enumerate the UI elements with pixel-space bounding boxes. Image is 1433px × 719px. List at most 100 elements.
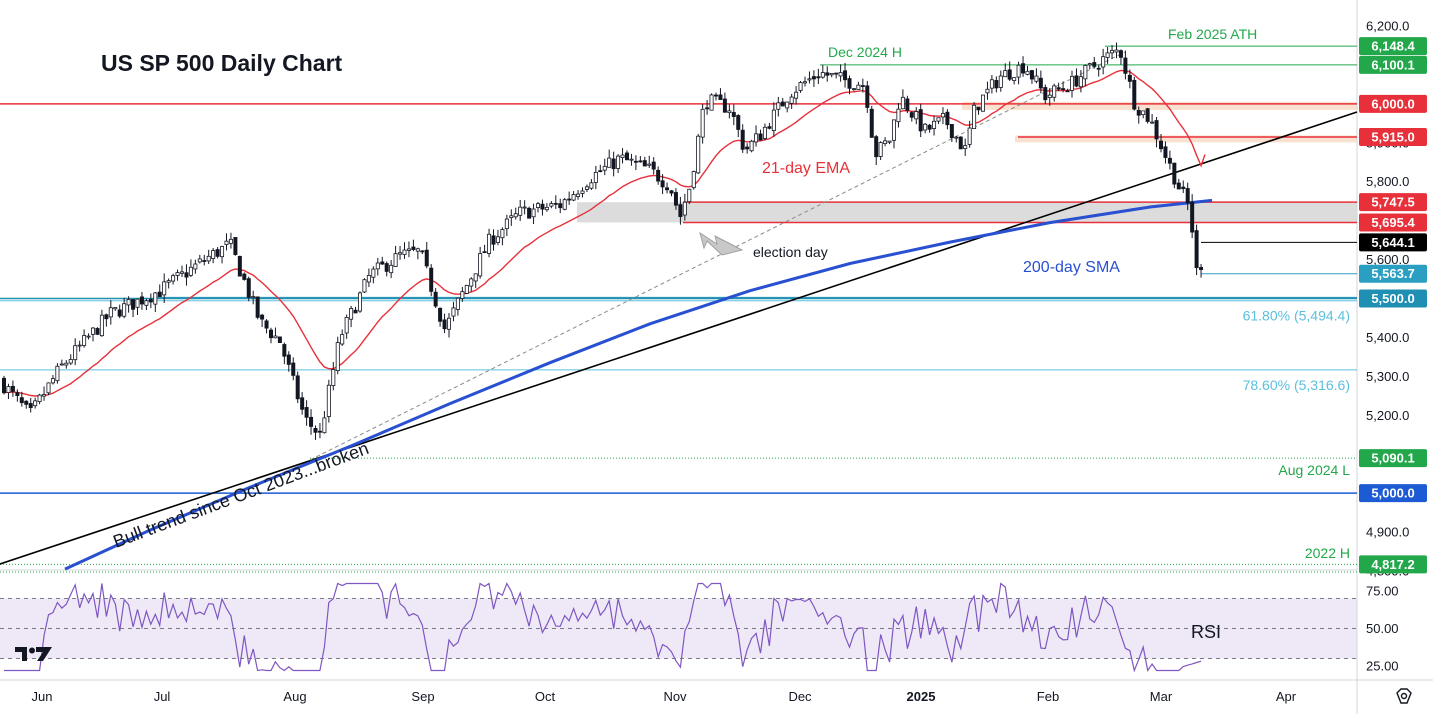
candle — [527, 206, 532, 219]
price-label-text: 6,100.1 — [1371, 57, 1414, 72]
candle-body — [958, 136, 963, 150]
rsi-line — [4, 582, 1202, 673]
candle-body — [976, 106, 981, 111]
candle-body — [415, 248, 420, 252]
candle-body — [851, 88, 856, 91]
candle — [424, 241, 429, 269]
candle — [860, 78, 865, 93]
time-tick-2: Aug — [283, 689, 306, 704]
candle-body — [536, 203, 541, 208]
candle-body — [202, 260, 207, 262]
candle-body — [860, 85, 865, 87]
candle — [754, 125, 759, 147]
supply-zone-5915 — [1015, 135, 1357, 143]
time-tick-7: 2025 — [907, 689, 936, 704]
candle — [1194, 224, 1199, 276]
time-tick-6: Dec — [788, 689, 812, 704]
candle — [446, 312, 451, 338]
candle-body — [1012, 77, 1017, 81]
candle — [1083, 64, 1088, 87]
price-label-2: 6,000.0 — [1359, 94, 1427, 113]
price-label-text: 5,500.0 — [1371, 291, 1414, 306]
candle — [803, 76, 808, 87]
sma-line — [64, 198, 1213, 571]
candle — [282, 342, 287, 365]
candle — [963, 138, 968, 156]
candle-body — [553, 202, 558, 205]
settings-icon[interactable] — [1396, 688, 1412, 704]
candle-body — [411, 246, 416, 250]
candle — [277, 336, 282, 343]
candle-body — [865, 85, 870, 108]
candle — [553, 195, 558, 209]
candle-body — [406, 248, 411, 251]
candle-body — [1078, 76, 1083, 88]
candle — [740, 124, 745, 153]
candle — [353, 306, 358, 314]
candle-body — [68, 359, 73, 364]
candle-body — [762, 126, 767, 139]
candle-body — [776, 102, 781, 110]
candle — [1034, 68, 1039, 84]
candle-body — [1047, 94, 1052, 98]
candle-body — [286, 354, 291, 365]
candle-body — [731, 112, 736, 117]
candle-body — [344, 317, 349, 334]
candle — [972, 102, 977, 130]
candle-body — [705, 107, 710, 110]
candle-body — [838, 72, 843, 77]
candle — [206, 249, 211, 265]
candle-body — [1199, 267, 1204, 270]
candle — [549, 201, 554, 209]
candle-body — [665, 187, 670, 191]
price-label-text: 5,747.5 — [1371, 195, 1414, 210]
candle — [255, 296, 260, 320]
candle-body — [1056, 87, 1061, 90]
election-day-label: election day — [753, 244, 828, 260]
candle — [1025, 65, 1030, 76]
candle — [420, 250, 425, 255]
candle-body — [905, 98, 910, 111]
candle-body — [1194, 230, 1199, 269]
candle — [139, 292, 144, 310]
candle-body — [892, 119, 897, 141]
candle-body — [1145, 108, 1150, 122]
candle — [91, 327, 96, 342]
candle — [540, 199, 545, 216]
candle — [1114, 42, 1119, 59]
candle-body — [1083, 65, 1088, 80]
candle-body — [967, 127, 972, 145]
candle-body — [375, 262, 380, 270]
candle — [887, 140, 892, 145]
candle — [758, 129, 763, 141]
candle-body — [544, 206, 549, 211]
candle — [749, 139, 754, 153]
candle-body — [531, 208, 536, 218]
candle — [460, 286, 465, 302]
candle-body — [291, 362, 296, 376]
candle — [1065, 88, 1070, 93]
candle — [251, 290, 256, 305]
time-tick-10: Apr — [1276, 689, 1297, 704]
fib-label-0: 61.80% (5,494.4) — [1243, 308, 1350, 324]
candle-body — [754, 133, 759, 143]
candle — [1029, 69, 1034, 84]
candle-body — [162, 281, 167, 296]
price-tick-10: 5,200.0 — [1366, 408, 1409, 423]
candle-body — [972, 104, 977, 130]
election-arrow — [699, 231, 744, 256]
candle — [994, 76, 999, 93]
candle — [304, 400, 309, 426]
candle — [1101, 48, 1106, 75]
candle — [371, 266, 376, 284]
candle-body — [727, 110, 732, 114]
candle-body — [820, 72, 825, 78]
candle-body — [1061, 88, 1066, 90]
candle-body — [148, 299, 153, 303]
candle-body — [998, 75, 1003, 88]
candle-body — [932, 120, 937, 129]
candle — [478, 246, 483, 279]
candle-body — [317, 430, 322, 433]
candle — [656, 166, 661, 185]
